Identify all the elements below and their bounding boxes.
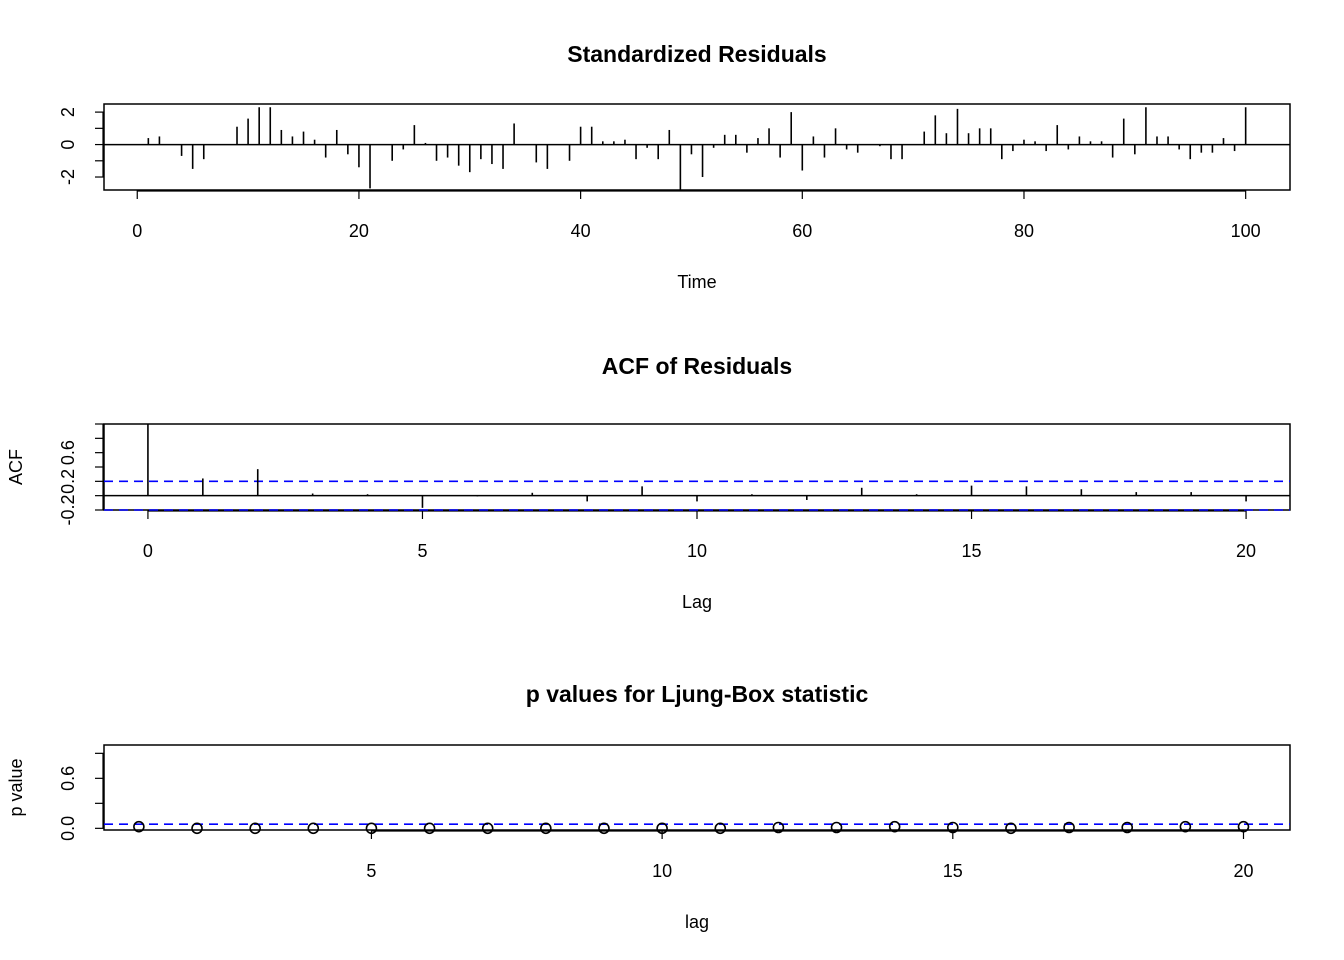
p-value-point (656, 822, 668, 835)
p-value-point (540, 822, 552, 835)
y-tick-label: 0.0 (58, 816, 78, 841)
x-tick-label: 0 (132, 221, 142, 241)
p-value-point (1237, 820, 1250, 833)
x-tick-label: 5 (366, 861, 376, 881)
x-axis-label: Time (677, 272, 716, 292)
y-axis: -2 0 2 (58, 107, 104, 185)
p-value-point (191, 822, 203, 835)
y-tick-label: 0.6 (58, 440, 78, 465)
plot-frame (103, 103, 1291, 191)
y-tick-label: -2 (58, 169, 78, 185)
panel-lb: p values for Ljung-Box statistic 5 10 15 20 l… (6, 681, 1291, 932)
x-tick-label: 80 (1014, 221, 1034, 241)
x-axis: 0 20 40 60 80 100 (132, 190, 1261, 241)
plot-frame (103, 744, 1291, 831)
p-value-point (1063, 821, 1075, 834)
panel-acf: ACF of Residuals 0 5 10 15 20 Lag -0.20.2 0.6 ACF (6, 353, 1291, 612)
x-tick-label: 0 (143, 541, 153, 561)
x-tick-label: 40 (571, 221, 591, 241)
chart-title: Standardized Residuals (567, 41, 826, 67)
p-value-point (307, 822, 320, 835)
p-value-point (1179, 820, 1192, 833)
y-axis: -0.20.2 0.6 (58, 423, 104, 526)
p-value-point (423, 822, 436, 835)
x-tick-label: 20 (1233, 861, 1253, 881)
p-value-point (133, 820, 145, 833)
x-tick-label: 5 (417, 541, 427, 561)
y-axis: 0.0 0.6 (58, 752, 104, 841)
p-value-point (481, 822, 494, 835)
y-tick-label: 0.2 (58, 469, 78, 494)
y-axis-label: ACF (6, 449, 26, 485)
data-marks (104, 107, 1290, 190)
y-axis-label: p value (6, 758, 26, 816)
p-value-point (598, 822, 610, 835)
x-tick-label: 15 (943, 861, 963, 881)
data-marks (104, 424, 1290, 511)
x-tick-label: 20 (349, 221, 369, 241)
p-value-point (714, 822, 727, 835)
p-value-point (1121, 821, 1134, 834)
y-tick-label: 0.6 (58, 766, 78, 791)
data-marks (104, 820, 1290, 835)
p-value-point (947, 821, 959, 834)
y-tick-label: 0 (58, 140, 78, 150)
x-tick-label: 60 (792, 221, 812, 241)
x-axis: 5 10 15 20 (366, 830, 1254, 881)
x-tick-label: 10 (687, 541, 707, 561)
p-value-point (249, 822, 261, 835)
chart-title: ACF of Residuals (602, 353, 792, 379)
p-value-point (772, 821, 785, 834)
x-tick-label: 15 (962, 541, 982, 561)
p-value-point (1005, 822, 1017, 835)
p-value-point (365, 822, 378, 835)
p-value-point (888, 820, 901, 833)
x-axis-label: lag (685, 912, 709, 932)
x-axis: 0 5 10 15 20 (143, 510, 1256, 561)
p-value-point (830, 821, 843, 834)
y-tick-label: -0.2 (58, 494, 78, 525)
x-axis-label: Lag (682, 592, 712, 612)
x-tick-label: 20 (1236, 541, 1256, 561)
chart-title: p values for Ljung-Box statistic (526, 681, 869, 707)
y-tick-label: 2 (58, 107, 78, 117)
x-tick-label: 100 (1231, 221, 1261, 241)
x-tick-label: 10 (652, 861, 672, 881)
